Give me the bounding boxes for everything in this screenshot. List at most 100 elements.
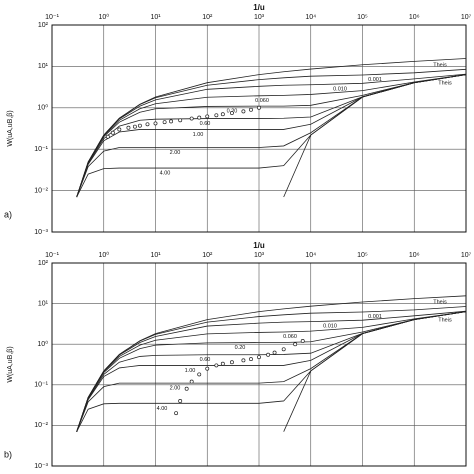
observed-point <box>257 105 261 110</box>
x-tick-label: 10³ <box>254 252 265 259</box>
observed-point <box>189 116 194 121</box>
observed-point <box>205 366 210 371</box>
curve-label: 0.20 <box>235 345 246 351</box>
type-curve <box>76 311 467 432</box>
x-tick-label: 10⁻¹ <box>45 14 59 21</box>
plot-frame <box>51 24 467 233</box>
curve-label: Theis <box>438 80 452 86</box>
curve-label: 2.00 <box>170 386 181 392</box>
plot-frame <box>51 262 467 467</box>
observed-point <box>214 113 219 118</box>
y-axis-title: W(uA,uB,β) <box>7 346 14 382</box>
observed-point <box>293 342 298 347</box>
x-tick-label: 10⁴ <box>305 14 316 21</box>
observed-point <box>184 386 189 391</box>
x-tick-label: 10⁻¹ <box>45 252 59 259</box>
curve-label: 4.00 <box>160 171 171 177</box>
type-curve <box>76 74 467 198</box>
curve-label: 0.010 <box>323 324 337 330</box>
x-axis-title: 1/u <box>253 3 265 12</box>
type-curve <box>76 306 467 432</box>
x-tick-label: 10⁴ <box>305 252 316 259</box>
observed-point <box>145 122 150 127</box>
observed-point <box>132 124 137 129</box>
y-tick-label: 10⁻¹ <box>34 382 48 389</box>
curve-label: 0.001 <box>368 314 382 320</box>
curve-label: 2.00 <box>170 150 181 156</box>
type-curve <box>76 311 467 432</box>
y-axis-title: W(uA,uB,β) <box>7 110 14 146</box>
panel-label: b) <box>4 449 12 459</box>
x-tick-label: 10⁰ <box>98 13 109 21</box>
curve-label: 0.60 <box>200 357 211 363</box>
x-tick-label: 10⁰ <box>98 251 109 259</box>
observed-point <box>105 134 110 139</box>
observed-point <box>110 130 115 135</box>
observed-point <box>169 119 174 124</box>
type-curve <box>76 74 467 198</box>
type-curve <box>76 74 467 198</box>
observed-point <box>257 355 261 360</box>
y-tick-label: 10⁻¹ <box>34 146 48 153</box>
y-tick-label: 10² <box>38 22 49 29</box>
observed-point <box>272 350 277 355</box>
observed-point <box>229 360 234 365</box>
curve-label: Theis <box>433 62 447 68</box>
type-curve <box>76 74 467 198</box>
y-tick-label: 10⁰ <box>37 104 48 112</box>
observed-point <box>178 118 183 123</box>
x-tick-label: 10¹ <box>150 14 161 21</box>
curve-label: 0.60 <box>200 121 211 127</box>
x-tick-label: 10⁵ <box>357 14 368 21</box>
panel-label: a) <box>4 209 12 219</box>
observed-point <box>214 363 219 368</box>
observed-point <box>241 109 246 114</box>
x-tick-label: 10⁵ <box>357 252 368 259</box>
curve-label: 0.060 <box>255 98 269 104</box>
curve-label: Theis <box>438 317 452 323</box>
type-curve <box>76 311 467 432</box>
observed-point <box>137 123 142 128</box>
y-tick-label: 10⁻² <box>34 187 48 194</box>
type-curve <box>76 68 467 198</box>
x-tick-label: 10² <box>202 252 213 259</box>
x-tick-label: 10⁷ <box>461 252 472 259</box>
x-tick-label: 10⁶ <box>409 14 420 21</box>
observed-point <box>220 361 225 366</box>
observed-point <box>197 115 202 120</box>
observed-point <box>162 120 167 125</box>
curve-label: 0.001 <box>368 77 382 83</box>
type-curve <box>76 311 467 432</box>
observed-point <box>220 112 225 117</box>
curve-label: 0.010 <box>333 86 347 92</box>
y-tick-label: 10¹ <box>38 300 49 307</box>
x-tick-label: 10⁶ <box>409 252 420 259</box>
observed-point <box>266 352 271 357</box>
x-tick-label: 10² <box>202 14 213 21</box>
observed-point <box>281 347 286 352</box>
type-curve <box>76 310 467 432</box>
curve-label: 1.00 <box>193 132 204 138</box>
x-tick-label: 10³ <box>254 14 265 21</box>
type-curve <box>76 311 467 432</box>
observed-point <box>249 357 253 362</box>
observed-point <box>174 411 179 416</box>
x-tick-label: 10¹ <box>150 252 161 259</box>
y-tick-label: 10¹ <box>38 63 49 70</box>
observed-point <box>300 339 305 343</box>
curve-label: 1.00 <box>185 368 196 374</box>
y-tick-label: 10⁰ <box>37 340 48 348</box>
curve-label: 4.00 <box>157 406 168 412</box>
observed-point <box>189 379 194 384</box>
curve-label: Theis <box>433 300 447 306</box>
observed-point <box>178 399 183 403</box>
type-curve <box>76 311 467 432</box>
x-axis-title: 1/u <box>253 241 265 250</box>
y-tick-label: 10⁻³ <box>34 463 48 470</box>
y-tick-label: 10² <box>38 260 49 267</box>
observed-point <box>117 127 122 132</box>
curve-label: 0.060 <box>283 334 297 340</box>
type-curve <box>76 73 467 198</box>
